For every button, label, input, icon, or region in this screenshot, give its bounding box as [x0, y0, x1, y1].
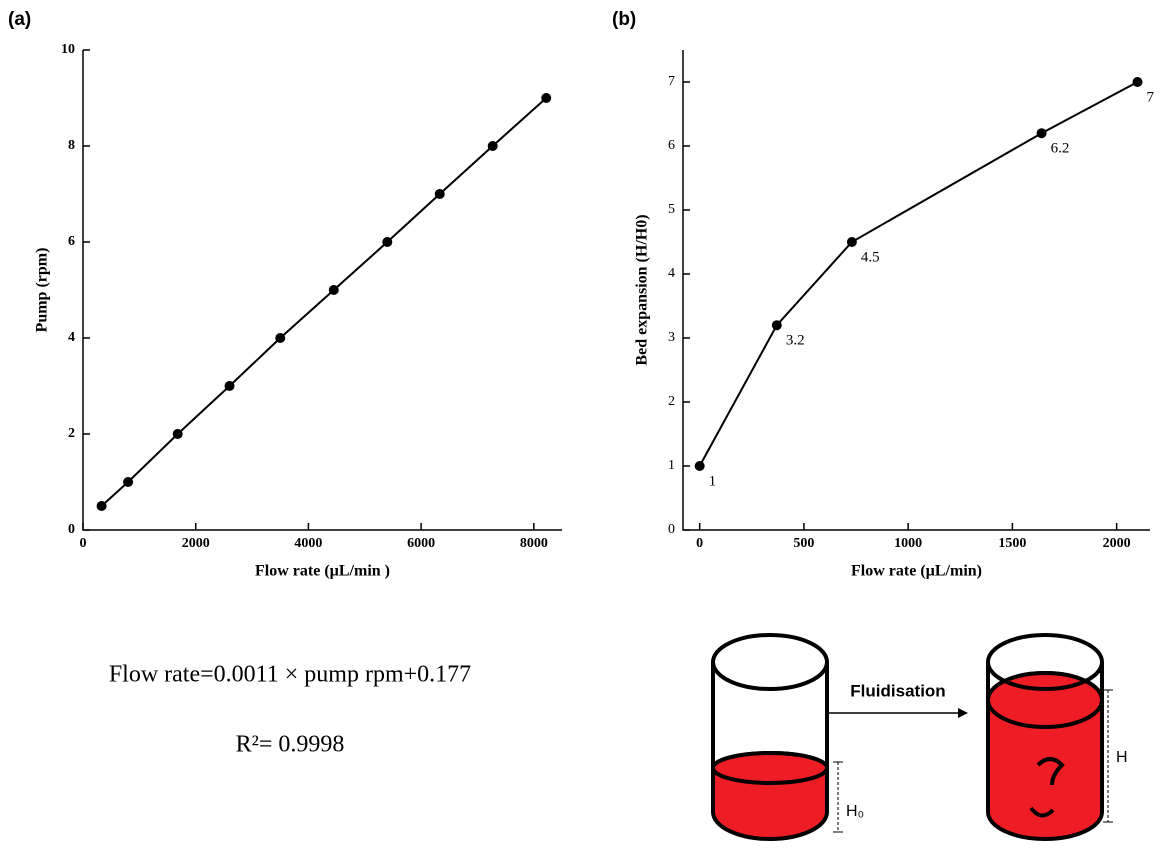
data-point: [541, 93, 552, 103]
data-label: 4.5: [861, 249, 880, 265]
y-tick-label: 2: [68, 426, 75, 441]
y-tick-label: 0: [68, 522, 75, 537]
data-point: [1036, 128, 1047, 139]
y-tick-label: 6: [68, 234, 75, 249]
x-tick-label: 0: [696, 536, 703, 551]
x-axis-title: Flow rate (µL/min ): [255, 563, 390, 580]
data-point: [96, 501, 107, 511]
data-line: [100, 97, 547, 507]
y-tick-label: 2: [668, 394, 675, 409]
x-tick-label: 6000: [407, 536, 435, 551]
x-tick-label: 1500: [998, 536, 1026, 551]
x-axis-title: Flow rate (µL/min): [851, 563, 982, 580]
y-tick-label: 7: [668, 74, 675, 89]
axis: [682, 50, 1150, 531]
data-point: [694, 461, 705, 471]
fluidisation-diagram: [711, 633, 1104, 841]
data-point: [123, 477, 134, 487]
y-tick-label: 1: [668, 458, 675, 473]
y-tick-label: 4: [668, 266, 675, 281]
y-axis-title: Pump (rpm): [34, 248, 51, 333]
x-tick-label: 8000: [520, 536, 548, 551]
y-tick-label: 8: [68, 138, 75, 153]
data-point: [275, 333, 286, 343]
panel-label: (a): [8, 9, 31, 30]
x-tick-label: 1000: [894, 536, 922, 551]
equation: Flow rate=0.0011 × pump rpm+0.177: [109, 662, 471, 688]
x-tick-label: 4000: [294, 536, 322, 551]
y-tick-label: 3: [668, 330, 675, 345]
y-tick-label: 0: [668, 522, 675, 537]
x-tick-label: 500: [793, 536, 814, 551]
initial-height-label: H₀: [846, 803, 864, 820]
data-point: [224, 381, 235, 391]
y-tick-label: 5: [668, 202, 675, 217]
height-label: H: [1116, 749, 1128, 766]
data-point: [846, 237, 857, 247]
data-line: [698, 81, 1138, 467]
x-tick-label: 2000: [1103, 536, 1131, 551]
arrow-label: Fluidisation: [850, 681, 945, 700]
data-label: 6.2: [1051, 141, 1070, 157]
data-point: [434, 189, 445, 199]
r-squared: R²= 0.9998: [236, 732, 345, 758]
y-tick-label: 4: [68, 330, 75, 345]
y-tick-label: 10: [61, 42, 75, 57]
x-tick-label: 0: [80, 536, 87, 551]
panel-label: (b): [612, 9, 636, 30]
data-point: [328, 285, 339, 295]
data-point: [771, 320, 782, 331]
y-axis-title: Bed expansion (H/H0): [634, 214, 651, 365]
data-label: 3.2: [786, 333, 805, 349]
data-label: 7: [1146, 89, 1154, 105]
data-point: [1132, 77, 1143, 87]
x-tick-label: 2000: [182, 536, 210, 551]
arrow: [829, 689, 1113, 833]
data-label: 1: [709, 473, 717, 489]
y-tick-label: 6: [668, 138, 675, 153]
data-point: [487, 141, 498, 151]
axis: [82, 50, 562, 531]
data-point: [382, 237, 393, 247]
data-point: [172, 429, 183, 439]
